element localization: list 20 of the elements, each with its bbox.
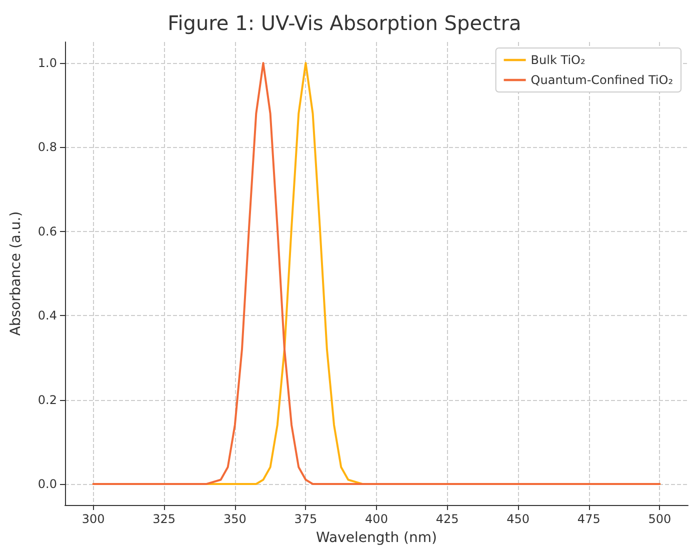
y-tick-label: 0.2 <box>38 392 57 407</box>
x-tick-label: 300 <box>82 512 105 526</box>
x-tick-label: 325 <box>152 512 176 526</box>
legend-label: Quantum-Confined TiO₂ <box>530 73 674 87</box>
x-tick-label: 500 <box>648 512 672 526</box>
y-tick-label: 0.4 <box>38 308 57 323</box>
y-tick-label: 1.0 <box>38 56 57 70</box>
y-tick-label: 0.0 <box>38 476 57 491</box>
y-tick-label: 0.6 <box>38 224 57 238</box>
x-tick-label: 375 <box>294 512 318 526</box>
legend-label: Bulk TiO₂ <box>530 53 586 67</box>
y-axis-title: Absorbance (a.u.) <box>8 211 24 336</box>
x-axis-title: Wavelength (nm) <box>316 530 437 546</box>
y-tick-label: 0.8 <box>38 140 57 154</box>
x-tick-label: 400 <box>365 512 388 526</box>
x-tick-label: 350 <box>223 512 246 526</box>
x-tick-label: 475 <box>577 512 600 526</box>
chart-title: Figure 1: UV-Vis Absorption Spectra <box>168 11 522 35</box>
x-tick-label: 450 <box>506 512 530 526</box>
x-tick-label: 425 <box>436 512 459 526</box>
